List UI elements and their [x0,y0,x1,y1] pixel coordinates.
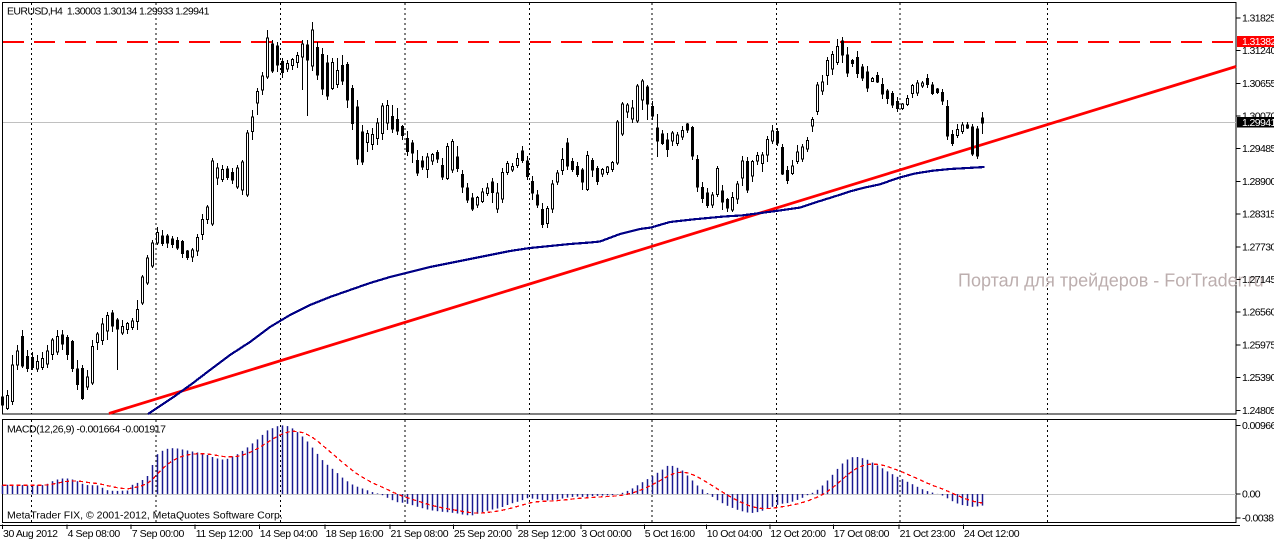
svg-text:1.31240: 1.31240 [1242,45,1274,57]
svg-text:Портал для трейдеров - ForTrad: Портал для трейдеров - ForTrader.ru [958,271,1264,291]
svg-text:14 Sep 04:00: 14 Sep 04:00 [260,528,318,540]
svg-text:1.29485: 1.29485 [1242,143,1274,155]
svg-text:25 Sep 20:00: 25 Sep 20:00 [454,528,512,540]
svg-text:1.25975: 1.25975 [1242,339,1274,351]
svg-text:1.31825: 1.31825 [1242,12,1274,24]
svg-text:MetaTrader FIX, © 2001-2012, M: MetaTrader FIX, © 2001-2012, MetaQuotes … [7,510,283,522]
svg-text:11 Sep 12:00: 11 Sep 12:00 [196,528,253,540]
svg-text:1.27145: 1.27145 [1242,274,1274,286]
svg-text:1.30655: 1.30655 [1242,78,1274,90]
svg-text:0.00966: 0.00966 [1242,420,1274,432]
svg-text:18 Sep 16:00: 18 Sep 16:00 [326,528,384,540]
svg-text:1.26560: 1.26560 [1242,307,1274,319]
svg-text:12 Oct 20:00: 12 Oct 20:00 [770,528,826,540]
svg-text:1.27730: 1.27730 [1242,241,1274,253]
svg-text:EURUSD,H4 1.30003 1.30134 1.2: EURUSD,H4 1.30003 1.30134 1.29933 1.2994… [7,6,210,18]
svg-text:1.29941: 1.29941 [1242,117,1274,129]
svg-text:21 Sep 08:00: 21 Sep 08:00 [391,528,449,540]
svg-text:1.25390: 1.25390 [1242,372,1274,384]
svg-text:10 Oct 04:00: 10 Oct 04:00 [707,528,763,540]
svg-text:28 Sep 12:00: 28 Sep 12:00 [518,528,576,540]
svg-text:-0.00388: -0.00388 [1242,513,1274,525]
svg-text:1.24805: 1.24805 [1242,405,1274,417]
svg-text:21 Oct 23:00: 21 Oct 23:00 [900,528,956,540]
svg-text:MACD(12,26,9) -0.001664 -0.001: MACD(12,26,9) -0.001664 -0.001917 [7,424,166,436]
svg-text:1.28900: 1.28900 [1242,176,1274,188]
svg-text:17 Oct 08:00: 17 Oct 08:00 [834,528,890,540]
svg-text:0.00: 0.00 [1242,489,1261,501]
svg-text:4 Sep 08:00: 4 Sep 08:00 [68,528,121,540]
svg-text:1.28315: 1.28315 [1242,209,1274,221]
svg-text:24 Oct 12:00: 24 Oct 12:00 [964,528,1020,540]
svg-text:7 Sep 00:00: 7 Sep 00:00 [132,528,185,540]
svg-text:3 Oct 00:00: 3 Oct 00:00 [581,528,631,540]
svg-text:30 Aug 2012: 30 Aug 2012 [3,528,58,540]
svg-text:5 Oct 16:00: 5 Oct 16:00 [645,528,695,540]
svg-text:1.31382: 1.31382 [1242,36,1274,48]
